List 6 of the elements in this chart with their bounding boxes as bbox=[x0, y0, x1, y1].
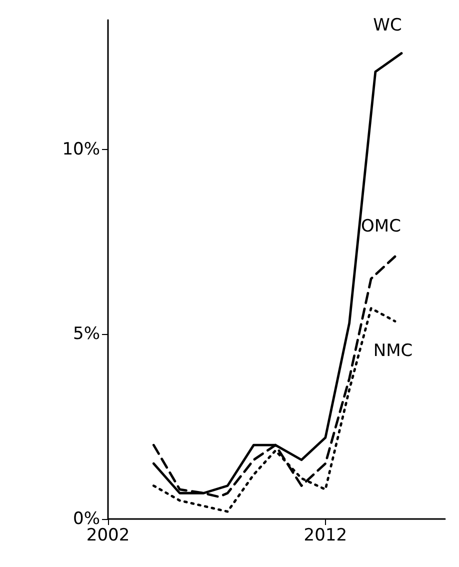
y-tick-label: 5% bbox=[73, 324, 100, 344]
x-tick-label: 2012 bbox=[304, 526, 348, 546]
series-label: OMC bbox=[361, 216, 401, 237]
y-tick-label: 10% bbox=[62, 139, 100, 160]
series-label: NMC bbox=[373, 341, 413, 362]
series-label: WC bbox=[373, 15, 402, 36]
